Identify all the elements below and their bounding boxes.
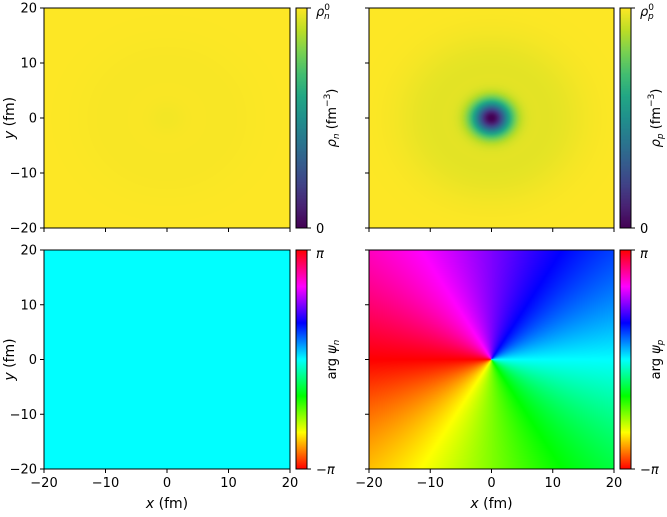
x-axis-label: x (fm)	[145, 496, 188, 512]
heatmap-bottom-left	[44, 250, 290, 469]
colorbar-bottom-label: −π	[640, 463, 659, 478]
heatmap-top-left	[44, 8, 290, 228]
colorbar-frame	[295, 7, 308, 229]
x-tick-label: 0	[487, 476, 495, 491]
y-tick-label: −20	[10, 222, 37, 237]
y-tick-label: −10	[10, 408, 37, 423]
x-tick-label: 10	[544, 476, 561, 491]
colorbar-gradient	[296, 250, 307, 469]
colorbar-gradient	[620, 250, 631, 469]
colorbar-label: ρp (fm−3)	[647, 89, 666, 148]
x-tick-label: 0	[163, 476, 171, 491]
heatmap-bottom-right	[369, 250, 614, 469]
y-tick-label: 20	[20, 244, 37, 259]
y-tick-label: 0	[29, 112, 37, 127]
y-tick-label: 10	[20, 57, 37, 72]
colorbar-bottom-label: −π	[316, 463, 335, 478]
x-tick-label: −20	[30, 476, 57, 491]
colorbar-frame	[619, 249, 632, 470]
y-tick-label: 20	[20, 2, 37, 17]
x-axis-label: x (fm)	[469, 496, 512, 512]
colorbar-frame	[619, 7, 632, 229]
x-tick-label: −20	[355, 476, 382, 491]
panel-top-left: 20 10 0 −10 −20 y (fm) ρ0 n 0 ρn (fm−3)	[2, 2, 342, 238]
colorbar-top-label: ρ0 p	[640, 3, 654, 22]
y-axis-label: y (fm)	[2, 97, 18, 140]
panel-bottom-right: −20 −10 0 10 20 x (fm) π −π arg ψp	[355, 247, 666, 512]
x-tick-label: 20	[606, 476, 623, 491]
x-tick-label: 20	[282, 476, 299, 491]
heatmap-top-right	[369, 8, 614, 228]
panel-top-right: ρ0 p 0 ρp (fm−3)	[365, 3, 666, 237]
panel-bottom-left: 20 10 0 −10 −20−20 −10 0 10 20 y (fm) x (fm) π −π arg…	[2, 244, 342, 513]
x-tick-label: −10	[417, 476, 444, 491]
y-tick-label: −20	[10, 463, 37, 478]
x-tick-label: −10	[92, 476, 119, 491]
colorbar-top-label: π	[316, 247, 324, 262]
colorbar-top-label: ρ0 n	[316, 3, 330, 22]
colorbar-top-left: ρ0 n 0 ρn (fm−3)	[295, 3, 342, 237]
colorbar-top-label: π	[640, 247, 648, 262]
colorbar-bottom-label: 0	[640, 222, 648, 237]
y-tick-label: 10	[20, 298, 37, 313]
colorbar-bottom-left: π −π arg ψn	[295, 247, 342, 478]
colorbar-gradient	[296, 8, 307, 228]
y-tick-label: 0	[29, 353, 37, 368]
colorbar-label: arg ψn	[325, 339, 342, 379]
x-tick-label: 10	[220, 476, 237, 491]
colorbar-frame	[295, 249, 308, 470]
colorbar-label: ρn (fm−3)	[323, 89, 342, 148]
colorbar-top-right: ρ0 p 0 ρp (fm−3)	[619, 3, 666, 237]
y-axis-label: y (fm)	[2, 338, 18, 381]
colorbar-bottom-label: 0	[316, 222, 324, 237]
y-tick-label: −10	[10, 167, 37, 182]
colorbar-label: arg ψp	[649, 339, 666, 379]
colorbar-gradient	[620, 8, 631, 228]
colorbar-bottom-right: π −π arg ψp	[619, 247, 666, 478]
